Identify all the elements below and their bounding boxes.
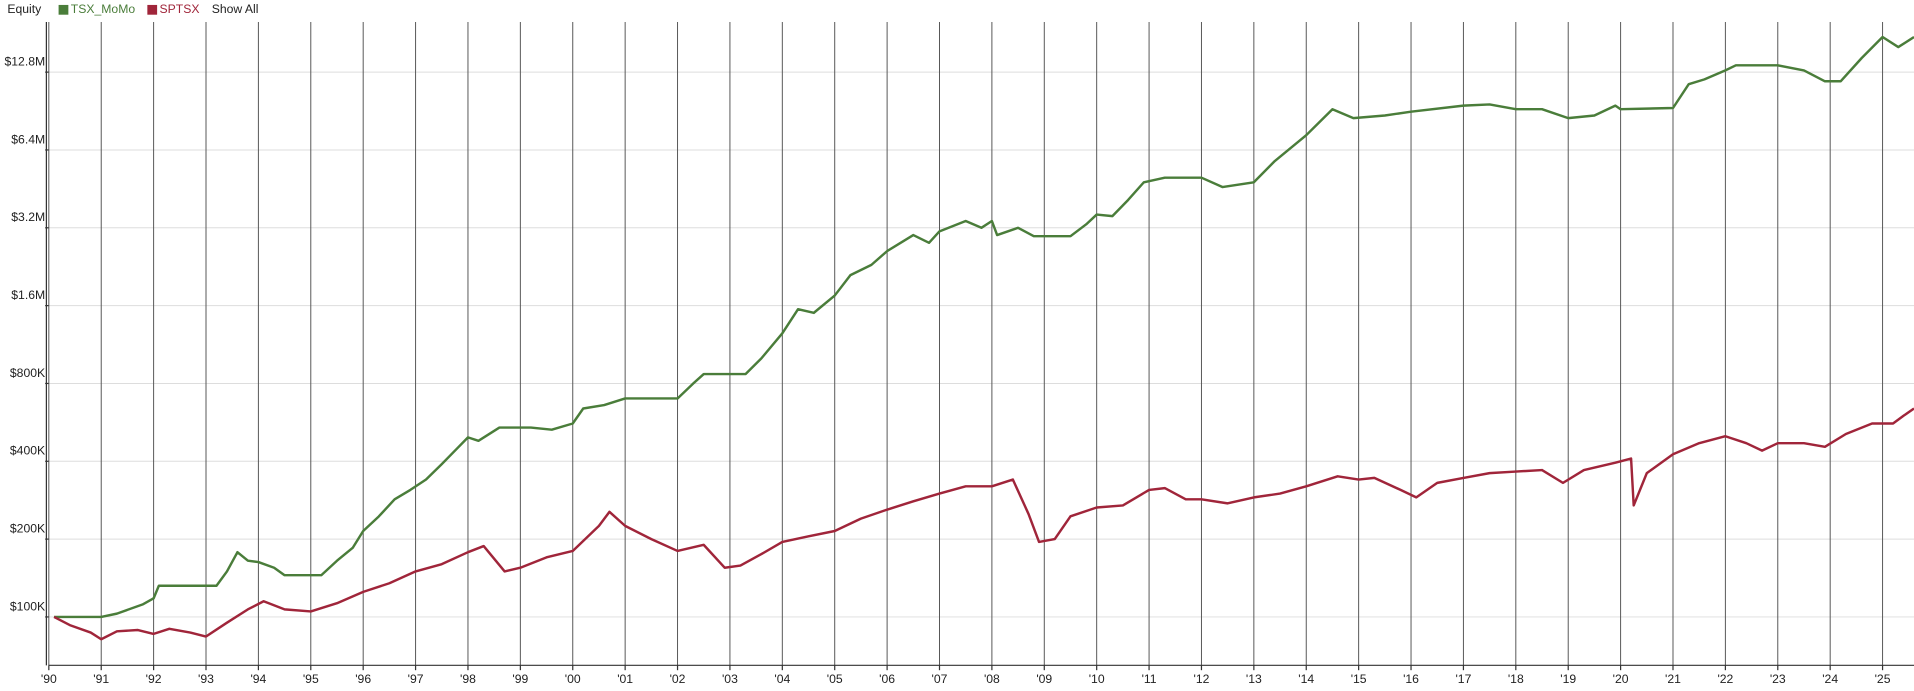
x-tick-label: '92: [146, 672, 162, 686]
x-tick-label: '09: [1036, 672, 1052, 686]
x-tick-label: '12: [1194, 672, 1210, 686]
y-tick-label: $800K: [10, 366, 45, 380]
x-tick-label: '00: [565, 672, 581, 686]
y-tick-label: $1.6M: [11, 288, 45, 302]
legend-swatch: [58, 4, 69, 15]
x-tick-label: '98: [460, 672, 476, 686]
x-tick-label: '17: [1455, 672, 1471, 686]
x-tick-label: '18: [1508, 672, 1524, 686]
x-tick-label: '08: [984, 672, 1000, 686]
series-line: [54, 35, 1914, 619]
x-tick-label: '20: [1613, 672, 1629, 686]
x-tick-label: '05: [827, 672, 843, 686]
legend-label: TSX_MoMo: [71, 2, 136, 16]
chart-title: Equity: [7, 2, 42, 16]
x-tick-label: '97: [408, 672, 424, 686]
x-tick-label: '24: [1822, 672, 1838, 686]
x-tick-label: '10: [1089, 672, 1105, 686]
y-tick-label: $100K: [10, 599, 45, 613]
series-line: [53, 407, 1914, 641]
x-tick-label: '94: [250, 672, 266, 686]
legend-swatch: [147, 4, 158, 15]
x-tick-label: '95: [303, 672, 319, 686]
x-tick-label: '06: [879, 672, 895, 686]
x-tick-label: '25: [1875, 672, 1891, 686]
x-tick-label: '23: [1770, 672, 1786, 686]
x-tick-label: '04: [774, 672, 790, 686]
x-tick-label: '16: [1403, 672, 1419, 686]
x-tick-label: '91: [93, 672, 109, 686]
y-tick-label: $6.4M: [11, 132, 45, 146]
x-tick-label: '22: [1717, 672, 1733, 686]
legend-label: SPTSX: [160, 2, 200, 16]
x-tick-label: '02: [670, 672, 686, 686]
x-tick-label: '21: [1665, 672, 1681, 686]
x-tick-label: '01: [617, 672, 633, 686]
x-tick-label: '99: [512, 672, 528, 686]
x-tick-label: '19: [1560, 672, 1576, 686]
x-tick-label: '15: [1351, 672, 1367, 686]
x-tick-label: '90: [41, 672, 57, 686]
x-tick-label: '96: [355, 672, 371, 686]
show-all-button[interactable]: Show All: [212, 2, 259, 16]
x-tick-label: '03: [722, 672, 738, 686]
y-tick-label: $200K: [10, 522, 45, 536]
x-tick-label: '14: [1298, 672, 1314, 686]
y-tick-label: $400K: [10, 444, 45, 458]
y-tick-label: $12.8M: [5, 55, 46, 69]
x-tick-label: '13: [1246, 672, 1262, 686]
y-tick-label: $3.2M: [11, 210, 45, 224]
x-tick-label: '07: [932, 672, 948, 686]
x-tick-label: '11: [1142, 672, 1157, 686]
x-tick-label: '93: [198, 672, 214, 686]
